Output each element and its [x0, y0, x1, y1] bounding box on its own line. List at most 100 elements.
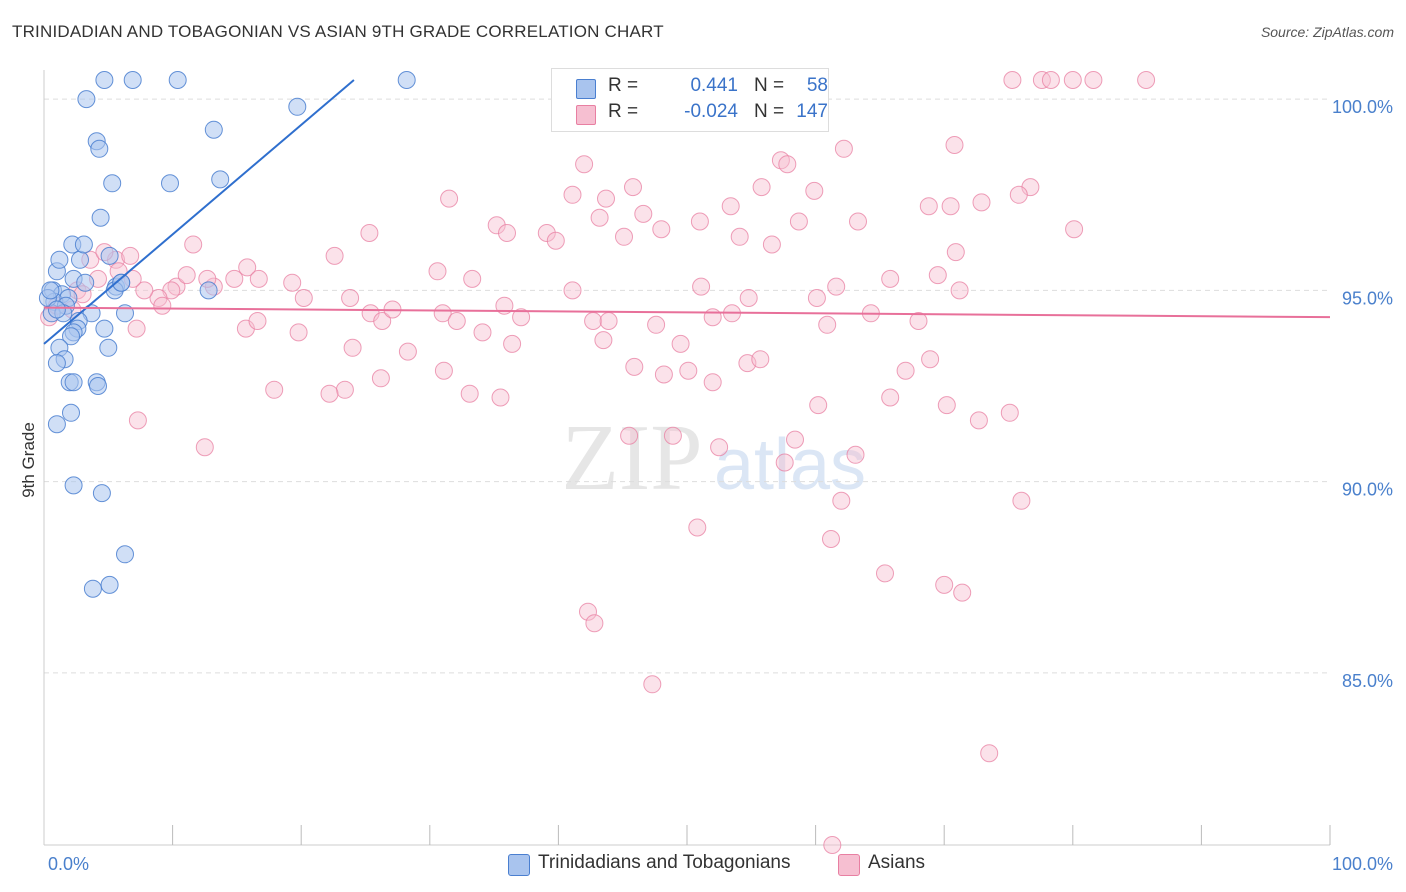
asians-point	[679, 361, 698, 380]
asians-point	[980, 744, 999, 763]
trinidadian-point	[64, 476, 83, 495]
asians-point	[447, 312, 466, 330]
asians-point	[921, 350, 940, 369]
legend-n-value: 147	[796, 101, 828, 122]
y-axis-label: 9th Grade	[19, 422, 38, 498]
asians-point	[752, 178, 771, 197]
trinidadian-point	[62, 403, 80, 422]
asians-point	[1009, 185, 1028, 204]
asians-point	[690, 212, 709, 231]
asians-point	[1084, 71, 1103, 89]
asians-point	[671, 334, 690, 353]
watermark-zip: ZIP	[562, 406, 703, 510]
asians-point	[248, 312, 267, 330]
trinidadian-point	[199, 281, 218, 300]
asians-point	[294, 289, 313, 307]
asians-point	[692, 277, 711, 296]
legend-r-value: -0.024	[684, 101, 738, 122]
legend-swatch-pink	[838, 854, 860, 876]
asians-point	[827, 277, 846, 296]
asians-point	[935, 575, 954, 594]
asians-point	[928, 266, 947, 285]
asians-point	[498, 224, 516, 242]
asians-point	[473, 323, 492, 342]
asians-point	[969, 411, 988, 430]
asians-point	[937, 396, 956, 415]
y-tick-label: 95.0%	[1342, 288, 1393, 308]
y-tick-label: 90.0%	[1342, 480, 1393, 500]
asians-point	[225, 269, 244, 288]
trinidadian-trend-line	[43, 79, 355, 345]
trinidadian-point	[116, 545, 134, 564]
trinidadian-point	[95, 319, 114, 338]
asians-point	[579, 602, 597, 621]
trinidadian-points	[38, 71, 416, 598]
asians-point	[249, 269, 268, 288]
asians-point	[1137, 71, 1156, 89]
asians-point	[703, 308, 722, 327]
trinidadian-point	[47, 354, 66, 373]
asians-point	[575, 155, 594, 174]
asians-point	[1012, 491, 1031, 510]
asians-point	[512, 308, 531, 327]
legend-swatch-blue	[508, 854, 530, 876]
asians-point	[762, 235, 781, 254]
asians-point	[972, 193, 991, 212]
trinidadian-point	[62, 327, 80, 346]
trinidadian-point	[100, 246, 119, 265]
asians-point	[688, 518, 707, 537]
asians-point	[428, 262, 447, 281]
trinidadian-point	[112, 273, 131, 292]
legend-swatch-pink	[576, 105, 596, 125]
asians-point	[809, 396, 828, 415]
trinidadian-point	[123, 71, 142, 89]
trinidadian-point	[211, 170, 230, 189]
asians-point	[320, 384, 339, 403]
trinidadian-point	[168, 71, 187, 89]
legend-swatch-blue	[576, 79, 596, 99]
asians-point	[360, 224, 379, 242]
trinidadian-point	[91, 208, 110, 227]
asians-point	[335, 380, 354, 399]
asians-point	[153, 296, 172, 315]
stats-legend: R = 0.441 N = 58 R = -0.024 N = 147	[551, 68, 829, 132]
asians-point	[751, 350, 770, 369]
asians-point	[634, 204, 653, 223]
asians-point	[909, 312, 928, 330]
asians-point	[624, 178, 642, 197]
asians-point	[919, 197, 938, 216]
trinidadian-point	[103, 174, 122, 193]
trinidadian-point	[47, 300, 66, 319]
legend-label-asians: Asians	[868, 852, 926, 873]
trinidadian-point	[92, 484, 111, 503]
asians-point	[654, 365, 673, 384]
asians-point	[663, 426, 682, 445]
asians-point	[177, 266, 196, 285]
trinidadian-point	[89, 377, 107, 395]
asians-point	[625, 357, 644, 376]
trinidadian-point	[77, 90, 96, 109]
trinidadian-point	[76, 273, 95, 292]
asians-point	[881, 388, 900, 407]
legend-n-value: 58	[806, 75, 828, 96]
asians-point	[434, 361, 453, 380]
asians-point	[371, 369, 390, 388]
chart-source: Source: ZipAtlas.com	[1260, 24, 1394, 40]
series-legend: Trinidadians and Tobagonians Asians	[0, 852, 1406, 878]
asians-point	[778, 155, 797, 174]
asians-point	[647, 315, 666, 334]
asians-point	[615, 227, 633, 246]
asians-point	[739, 289, 758, 307]
x-tick-label-max: 100.0%	[1332, 854, 1393, 874]
asians-point	[789, 212, 808, 231]
asians-point	[620, 426, 639, 445]
asians-point	[703, 373, 722, 392]
grid-lines	[44, 98, 1330, 674]
asians-point	[495, 296, 514, 315]
asians-point	[652, 220, 671, 239]
trinidadian-point	[99, 338, 118, 357]
trinidadian-point	[100, 575, 119, 594]
asians-point	[730, 227, 749, 246]
y-tick-labels: 85.0% 90.0% 95.0% 100.0%	[1332, 97, 1393, 691]
